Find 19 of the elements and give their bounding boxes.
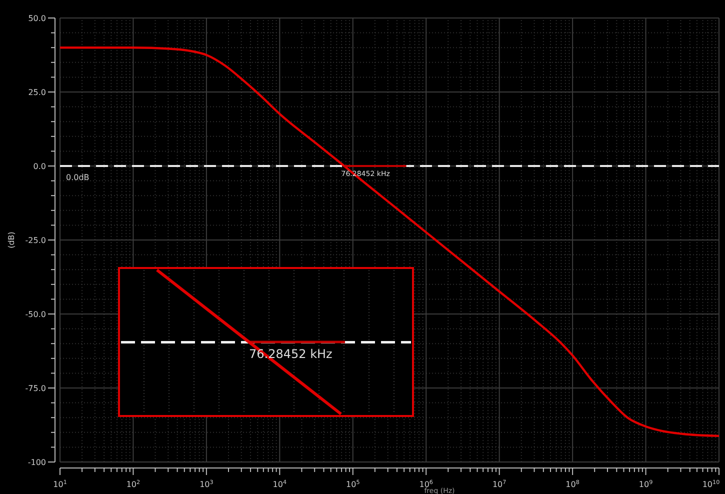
- x-tick-label: 10$^{5}$: [346, 479, 360, 489]
- x-tick-label: 10$^{4}$: [272, 479, 287, 489]
- x-tick-label: 10$^{1}$: [53, 479, 68, 489]
- y-tick-label: -25.0: [25, 236, 46, 245]
- x-tick-label: 10$^{9}$: [638, 479, 654, 489]
- ref-line-label: 0.0dB: [66, 173, 90, 182]
- x-tick-label: 10$^{7}$: [492, 479, 507, 489]
- y-tick-label: 25.0: [28, 88, 46, 97]
- x-tick-label: 10$^{2}$: [126, 479, 140, 489]
- y-tick-label: 0.0: [33, 162, 46, 171]
- x-tick-label: 10$^{10}$: [702, 479, 720, 489]
- y-tick-label: -100: [28, 458, 46, 467]
- x-tick-label: 10$^{3}$: [200, 479, 214, 489]
- y-tick-label: 50.0: [28, 14, 46, 23]
- y-axis-title: (dB): [7, 232, 16, 248]
- y-tick-label: -50.0: [25, 310, 46, 319]
- y-tick-label: -75.0: [25, 384, 46, 393]
- x-tick-label: 10$^{8}$: [566, 479, 580, 489]
- x-tick-label: 10$^{6}$: [419, 479, 434, 489]
